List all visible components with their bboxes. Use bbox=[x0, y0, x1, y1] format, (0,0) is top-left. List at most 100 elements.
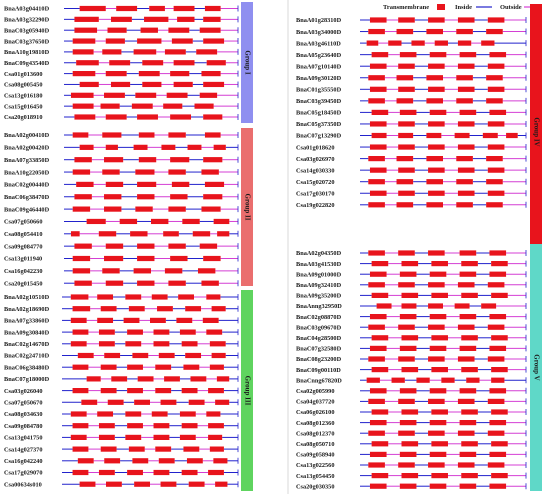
transmembrane-domain bbox=[491, 261, 508, 267]
transmembrane-domain bbox=[461, 335, 478, 341]
transmembrane-domain bbox=[429, 388, 447, 394]
transmembrane-domain bbox=[137, 280, 155, 286]
transmembrane-domain bbox=[100, 103, 120, 109]
gene-row: BnaA09g30120D bbox=[296, 74, 527, 82]
transmembrane-domain bbox=[369, 167, 387, 173]
gene-row: BnaA09g32410D bbox=[296, 281, 527, 289]
gene-row: BnaC07g32580D bbox=[296, 345, 527, 353]
transmembrane-domain bbox=[203, 81, 225, 88]
gene-id: BnaA05g23640D bbox=[296, 52, 342, 59]
transmembrane-domain bbox=[428, 190, 445, 196]
transmembrane-domain bbox=[217, 231, 230, 237]
transmembrane-domain bbox=[368, 179, 385, 185]
gene-id: Csa01g018620 bbox=[296, 144, 334, 151]
transmembrane-domain bbox=[466, 377, 480, 383]
transmembrane-domain bbox=[456, 156, 473, 162]
gene-row: BnaA03g32290D bbox=[4, 16, 239, 24]
transmembrane-domain bbox=[138, 157, 157, 163]
gene-id: Csa15g016450 bbox=[4, 103, 42, 110]
transmembrane-domain bbox=[102, 169, 120, 175]
gene-row: Csa13g054450 bbox=[296, 472, 527, 480]
transmembrane-domain bbox=[487, 121, 505, 127]
gene-id: Csa08g050710 bbox=[296, 441, 334, 448]
transmembrane-domain bbox=[204, 5, 221, 12]
gene-id: Csa08g034630 bbox=[4, 411, 42, 418]
transmembrane-domain bbox=[74, 157, 92, 163]
transmembrane-domain bbox=[179, 329, 196, 335]
transmembrane-domain bbox=[401, 335, 419, 341]
transmembrane-domain bbox=[97, 411, 114, 417]
gene-id: BnaC03g09670D bbox=[296, 324, 342, 331]
transmembrane-domain bbox=[98, 423, 115, 429]
transmembrane-domain bbox=[72, 132, 89, 138]
transmembrane-domain bbox=[487, 190, 505, 196]
group-block: Group II BnaA02g00410D BnaA02g00420D BnaA07… bbox=[4, 128, 253, 287]
transmembrane-domain bbox=[369, 345, 387, 351]
gene-row: BnaA03g41530D bbox=[296, 260, 527, 268]
group-band bbox=[241, 128, 253, 286]
transmembrane-domain bbox=[137, 243, 155, 249]
transmembrane-domain bbox=[429, 451, 447, 457]
transmembrane-domain bbox=[459, 388, 477, 394]
gene-row: BnaA07g33850D bbox=[4, 156, 239, 164]
group-block: Group IV BnaA01g28310D BnaA03g34000D BnaA03… bbox=[296, 4, 542, 260]
gene-row: BnaA05g23640D bbox=[296, 51, 527, 59]
group-label: Group IV bbox=[532, 117, 540, 146]
transmembrane-domain bbox=[72, 38, 96, 44]
gene-row: Csa06g026100 bbox=[296, 409, 527, 416]
transmembrane-domain bbox=[104, 458, 121, 464]
gene-row: BnaC02g14670D bbox=[4, 340, 239, 348]
gene-id: Csa03g026970 bbox=[296, 156, 334, 163]
transmembrane-domain bbox=[456, 28, 473, 35]
gene-row: Csa08g054410 bbox=[4, 230, 239, 238]
transmembrane-domain bbox=[431, 335, 448, 341]
gene-row: Csa09g058940 bbox=[296, 451, 527, 459]
gene-id: Csa08g012360 bbox=[296, 420, 334, 427]
transmembrane-domain bbox=[168, 280, 186, 286]
transmembrane-domain bbox=[110, 16, 132, 22]
transmembrane-domain bbox=[398, 324, 415, 330]
transmembrane-domain bbox=[70, 434, 87, 440]
transmembrane-domain bbox=[142, 81, 162, 88]
gene-id: Csa09g084770 bbox=[4, 243, 42, 250]
transmembrane-domain bbox=[371, 132, 387, 139]
transmembrane-domain bbox=[72, 255, 91, 262]
transmembrane-domain bbox=[431, 441, 448, 447]
gene-row: BnaC05g37350D bbox=[296, 120, 527, 128]
transmembrane-domain bbox=[368, 250, 385, 256]
transmembrane-domain bbox=[457, 40, 472, 46]
transmembrane-domain bbox=[170, 71, 190, 77]
transmembrane-domain bbox=[153, 341, 170, 347]
transmembrane-domain bbox=[487, 86, 505, 92]
transmembrane-domain bbox=[489, 52, 507, 58]
transmembrane-domain bbox=[151, 294, 168, 300]
transmembrane-domain bbox=[434, 40, 448, 46]
transmembrane-domain bbox=[482, 132, 498, 139]
transmembrane-domain bbox=[105, 144, 118, 150]
transmembrane-domain bbox=[401, 473, 419, 479]
transmembrane-domain bbox=[368, 75, 385, 81]
transmembrane-domain bbox=[102, 132, 122, 138]
transmembrane-domain bbox=[487, 398, 505, 404]
transmembrane-domain bbox=[107, 27, 127, 33]
transmembrane-domain bbox=[76, 60, 99, 66]
transmembrane-domain bbox=[185, 306, 202, 312]
transmembrane-domain bbox=[153, 329, 170, 335]
transmembrane-domain bbox=[137, 181, 157, 187]
transmembrane-domain bbox=[431, 409, 448, 415]
transmembrane-domain bbox=[76, 181, 94, 187]
transmembrane-domain bbox=[137, 255, 155, 262]
transmembrane-domain bbox=[457, 121, 475, 127]
transmembrane-domain bbox=[105, 280, 124, 286]
transmembrane-domain bbox=[441, 377, 455, 383]
transmembrane-domain bbox=[369, 314, 387, 320]
transmembrane-domain bbox=[72, 49, 94, 55]
transmembrane-domain bbox=[371, 367, 389, 373]
transmembrane-domain bbox=[72, 169, 91, 175]
gene-id: BnaA10g19810D bbox=[4, 49, 50, 56]
transmembrane-domain bbox=[201, 280, 219, 286]
gene-id: BnaC02g24710D bbox=[4, 353, 50, 360]
gene-id: Csa07g050670 bbox=[4, 400, 42, 407]
gene-row: BnaC07g13290D bbox=[296, 132, 527, 140]
transmembrane-domain bbox=[100, 446, 117, 452]
